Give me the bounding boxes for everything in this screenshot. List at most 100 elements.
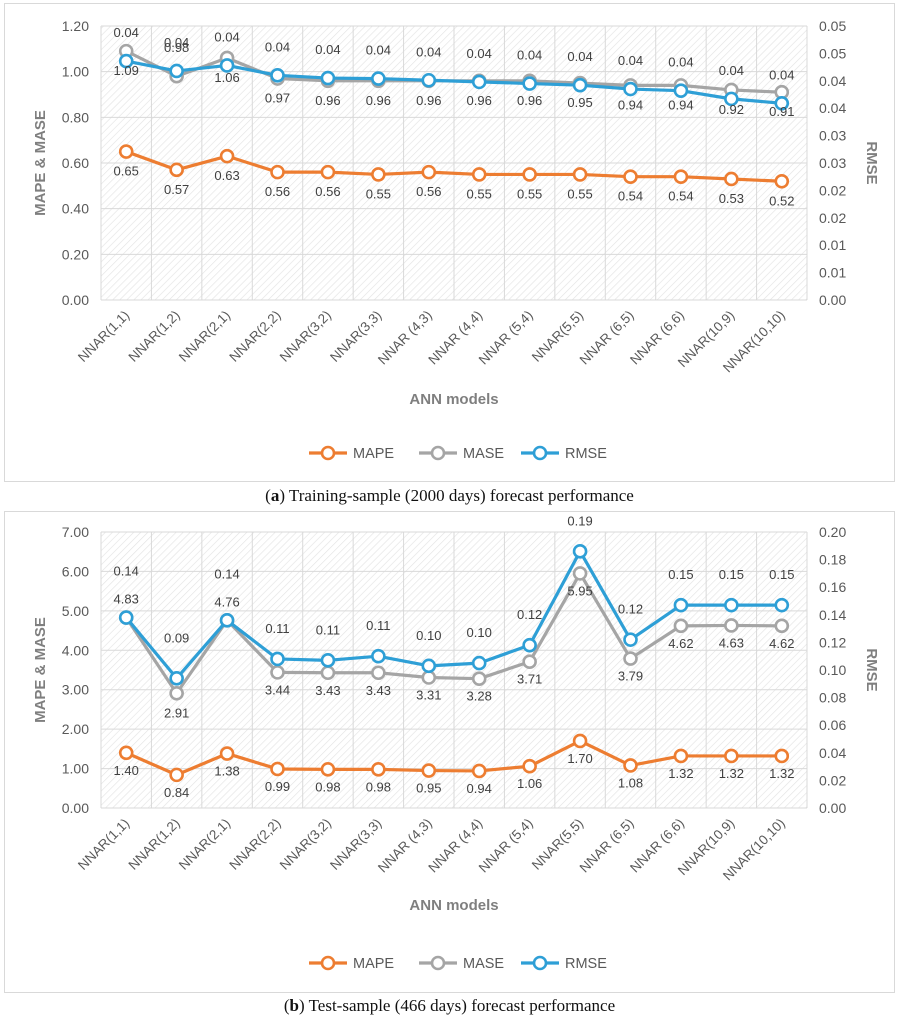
data-point-rmse [169,63,184,79]
data-label-mape: 0.98 [366,779,391,794]
caption-text: Training-sample (2000 days) forecast per… [284,486,634,505]
y2-tick-label: 0.00 [819,292,846,308]
data-label-mape: 1.38 [214,764,239,779]
data-label-mase: 4.83 [114,592,139,607]
data-label-rmse: 0.04 [719,63,744,78]
data-point-mape [371,762,386,777]
x-tick-label: NNAR (5,4) [476,816,536,876]
data-point-mase [471,671,487,686]
data-point-mase [371,665,386,681]
test-chart: 0.00 1.00 2.00 3.00 4.00 5.00 6.00 7.00 0.00 0.02… [32,513,880,972]
data-point-rmse [724,91,739,107]
y2-tick-label: 0.05 [819,18,846,34]
x-tick-label: NNAR(1,2) [125,816,182,873]
y2-tick-label: 0.18 [819,552,846,568]
legend-label-rmse: RMSE [565,446,607,462]
data-point-mase [623,651,638,666]
data-label-mape: 1.06 [517,776,542,791]
x-tick-label: NNAR(3,2) [277,308,334,365]
data-point-rmse [623,632,638,647]
data-label-mase: 3.31 [416,687,441,702]
data-point-rmse [371,648,386,664]
data-label-rmse: 0.11 [366,618,390,633]
caption-letter: b [289,996,299,1015]
y2-tick-label: 0.05 [819,45,846,61]
data-point-rmse [673,597,689,613]
data-label-mase: 0.94 [618,97,643,112]
data-label-mape: 0.99 [265,779,290,794]
data-point-mape [774,748,790,764]
data-point-mape [673,748,689,764]
data-label-rmse: 0.10 [467,625,492,640]
data-point-mase [270,665,285,680]
data-label-mape: 0.53 [719,191,744,206]
data-point-mape [471,763,487,779]
data-label-rmse: 0.12 [618,602,643,617]
data-label-rmse: 0.14 [214,566,239,581]
data-label-mase: 4.62 [769,636,794,651]
data-label-mase: 5.95 [567,583,592,598]
y2-tick-label: 0.08 [819,690,846,706]
legend-marker-rmse [532,445,548,461]
data-point-rmse [774,95,790,111]
data-point-mape [724,748,739,764]
y2-tick-label: 0.14 [819,607,846,623]
data-label-mase: 1.06 [214,70,239,85]
series-line-mape [125,739,782,777]
data-point-rmse [572,544,588,559]
data-label-rmse: 0.04 [567,49,592,64]
caption-training: (a) Training-sample (2000 days) forecast… [265,486,634,505]
data-label-mape: 1.32 [719,766,744,781]
data-label-mase: 0.96 [315,93,340,108]
data-label-rmse: 0.19 [567,513,592,528]
x-tick-label: NNAR(1,2) [125,308,182,365]
data-label-rmse: 0.10 [416,628,441,643]
data-point-mase [673,618,689,634]
data-point-mape [320,164,336,180]
series-line-mape [125,150,782,183]
data-point-rmse [572,77,588,93]
y2-tick-label: 0.03 [819,155,846,171]
data-point-mase [320,665,336,681]
y-tick-label: 1.00 [62,761,89,777]
y-tick-label: 5.00 [62,603,89,619]
caption-test: (b) Test-sample (466 days) forecast perf… [283,996,616,1015]
y2-axis-title: RMSE [863,141,880,184]
data-point-mape [219,746,235,761]
x-tick-label: NNAR(2,2) [226,816,283,873]
data-point-rmse [522,76,537,91]
data-point-mape [270,761,285,777]
data-label-rmse: 0.04 [769,67,794,82]
data-point-rmse [219,58,235,73]
data-label-mase: 3.43 [315,683,340,698]
data-label-mase: 0.96 [467,93,492,108]
x-tick-label: NNAR(3,2) [277,816,334,873]
data-point-mape [118,144,134,159]
data-label-mase: 3.43 [366,683,391,698]
data-point-rmse [421,72,437,88]
data-label-mase: 0.96 [416,93,441,108]
data-label-mape: 0.65 [114,164,139,179]
x-axis-title: ANN models [409,391,498,408]
data-label-mape: 1.32 [769,766,794,781]
data-label-mase: 3.44 [265,682,290,697]
legend-label-mase: MASE [463,956,504,972]
legend-marker-mape [320,955,336,971]
y2-tick-label: 0.03 [819,128,846,144]
y2-tick-label: 0.06 [819,717,846,733]
y-tick-label: 7.00 [62,524,89,540]
x-axis-title: ANN models [409,897,498,914]
data-label-rmse: 0.14 [114,564,139,579]
y-tick-label: 0.20 [62,246,89,262]
data-label-mase: 3.28 [467,689,492,704]
data-label-mape: 0.56 [315,184,340,199]
data-label-mape: 0.55 [567,186,592,201]
series-line-rmse [125,59,782,105]
y-tick-label: 6.00 [62,563,89,579]
data-label-rmse: 0.04 [467,46,492,61]
x-tick-label: NNAR (5,4) [476,308,536,368]
data-point-rmse [270,651,285,667]
data-label-mape: 0.94 [467,781,492,796]
legend-label-rmse: RMSE [565,956,607,972]
data-point-mape [320,762,336,777]
